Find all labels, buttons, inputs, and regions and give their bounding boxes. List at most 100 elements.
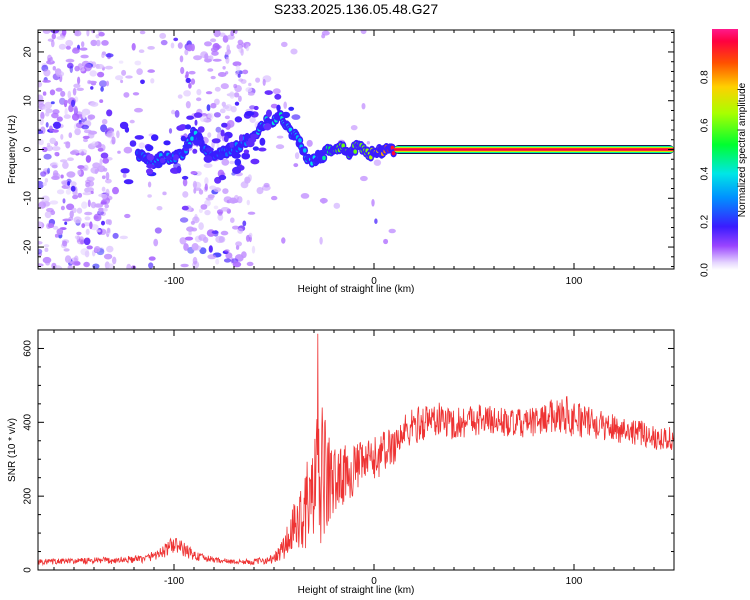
noise-speckle	[56, 116, 63, 122]
noise-speckle	[185, 101, 191, 109]
noise-speckle	[93, 215, 99, 220]
noise-speckle	[82, 135, 90, 140]
ridge-clump	[266, 109, 272, 118]
noise-speckle	[350, 125, 358, 131]
noise-speckle	[238, 95, 242, 102]
noise-speckle	[248, 82, 252, 87]
noise-speckle	[101, 118, 108, 125]
noise-speckle	[283, 101, 288, 109]
ridge-clump	[146, 164, 155, 169]
spectrogram-xtick-label: 100	[566, 276, 583, 287]
noise-speckle	[171, 109, 176, 115]
noise-speckle	[85, 228, 90, 235]
noise-speckle	[148, 262, 154, 269]
noise-speckle	[42, 79, 51, 83]
noise-speckle	[199, 115, 207, 123]
noise-speckle	[123, 146, 133, 154]
colorbar: 0.0 0.2 0.4 0.6 0.8 Normalized spectral ampl…	[700, 29, 748, 277]
noise-speckle	[233, 83, 238, 89]
noise-speckle	[67, 90, 72, 99]
noise-speckle	[218, 211, 223, 216]
spectrogram-noise	[38, 30, 396, 269]
noise-speckle	[105, 53, 114, 58]
noise-speckle	[63, 114, 71, 119]
noise-speckle	[131, 43, 136, 51]
colorbar-tick-label: 0.2	[700, 214, 711, 228]
noise-speckle	[43, 244, 50, 248]
noise-speckle	[51, 33, 56, 40]
noise-speckle	[89, 70, 97, 77]
noise-speckle	[38, 248, 43, 255]
noise-speckle	[222, 66, 226, 70]
noise-speckle	[65, 58, 75, 63]
noise-speckle	[106, 245, 114, 253]
noise-speckle	[214, 98, 220, 106]
noise-speckle	[225, 56, 230, 64]
noise-speckle	[47, 167, 51, 174]
noise-speckle	[179, 237, 187, 245]
noise-speckle	[70, 181, 77, 187]
noise-speckle	[229, 92, 235, 99]
noise-speckle	[42, 256, 52, 264]
colorbar-tick-label: 0.8	[700, 70, 711, 84]
noise-speckle	[41, 146, 48, 153]
noise-speckle	[101, 186, 106, 192]
ridge-clump	[244, 132, 250, 141]
noise-speckle	[49, 125, 53, 132]
ridge-clump	[173, 154, 179, 161]
snr-plot: -100 0 100 0 200 400 600 Height of straight li…	[7, 329, 675, 596]
page-title: S233.2025.136.05.48.G27	[273, 1, 439, 17]
ridge-clump	[241, 152, 251, 160]
noise-speckle	[174, 110, 180, 118]
spectrogram-xtick-label: 0	[371, 276, 377, 287]
ridge-clump	[182, 143, 193, 149]
snr-ytick-label: 400	[23, 414, 34, 431]
ridge-clump	[243, 149, 250, 154]
ridge-clump	[176, 165, 182, 174]
noise-speckle	[256, 187, 264, 195]
ridge-clump	[231, 152, 241, 159]
ridge-clump	[223, 135, 229, 143]
ridge-clump	[252, 146, 259, 151]
noise-speckle	[82, 112, 86, 119]
noise-speckle	[225, 252, 233, 259]
noise-speckle	[70, 185, 76, 192]
noise-speckle	[255, 77, 261, 83]
noise-speckle	[50, 30, 60, 34]
noise-speckle	[98, 31, 105, 37]
noise-speckle	[198, 208, 203, 214]
noise-speckle	[64, 108, 68, 116]
ridge-clump	[192, 148, 198, 154]
noise-speckle	[140, 79, 145, 85]
noise-speckle	[122, 173, 127, 178]
noise-speckle	[251, 245, 256, 254]
noise-speckle	[44, 211, 52, 219]
noise-speckle	[319, 236, 323, 245]
noise-speckle	[184, 236, 194, 241]
noise-speckle	[193, 55, 202, 61]
noise-speckle	[62, 198, 66, 204]
noise-speckle	[92, 263, 100, 269]
noise-speckle	[373, 159, 382, 166]
noise-speckle	[219, 32, 226, 37]
ridge-clump	[276, 104, 281, 112]
noise-speckle	[291, 114, 301, 120]
noise-speckle	[247, 211, 256, 215]
noise-speckle	[204, 177, 209, 185]
noise-speckle	[188, 82, 192, 89]
noise-speckle	[217, 72, 227, 77]
noise-speckle	[101, 220, 105, 226]
noise-speckle	[38, 129, 44, 134]
noise-speckle	[88, 130, 98, 135]
noise-speckle	[188, 231, 192, 236]
noise-speckle	[42, 182, 47, 187]
noise-speckle	[221, 207, 230, 212]
noise-speckle	[230, 30, 235, 37]
colorbar-label: Normalized spectral amplitude	[737, 82, 748, 217]
ridge-clump	[193, 139, 203, 146]
noise-speckle	[360, 30, 367, 35]
ridge-clump	[281, 111, 291, 119]
